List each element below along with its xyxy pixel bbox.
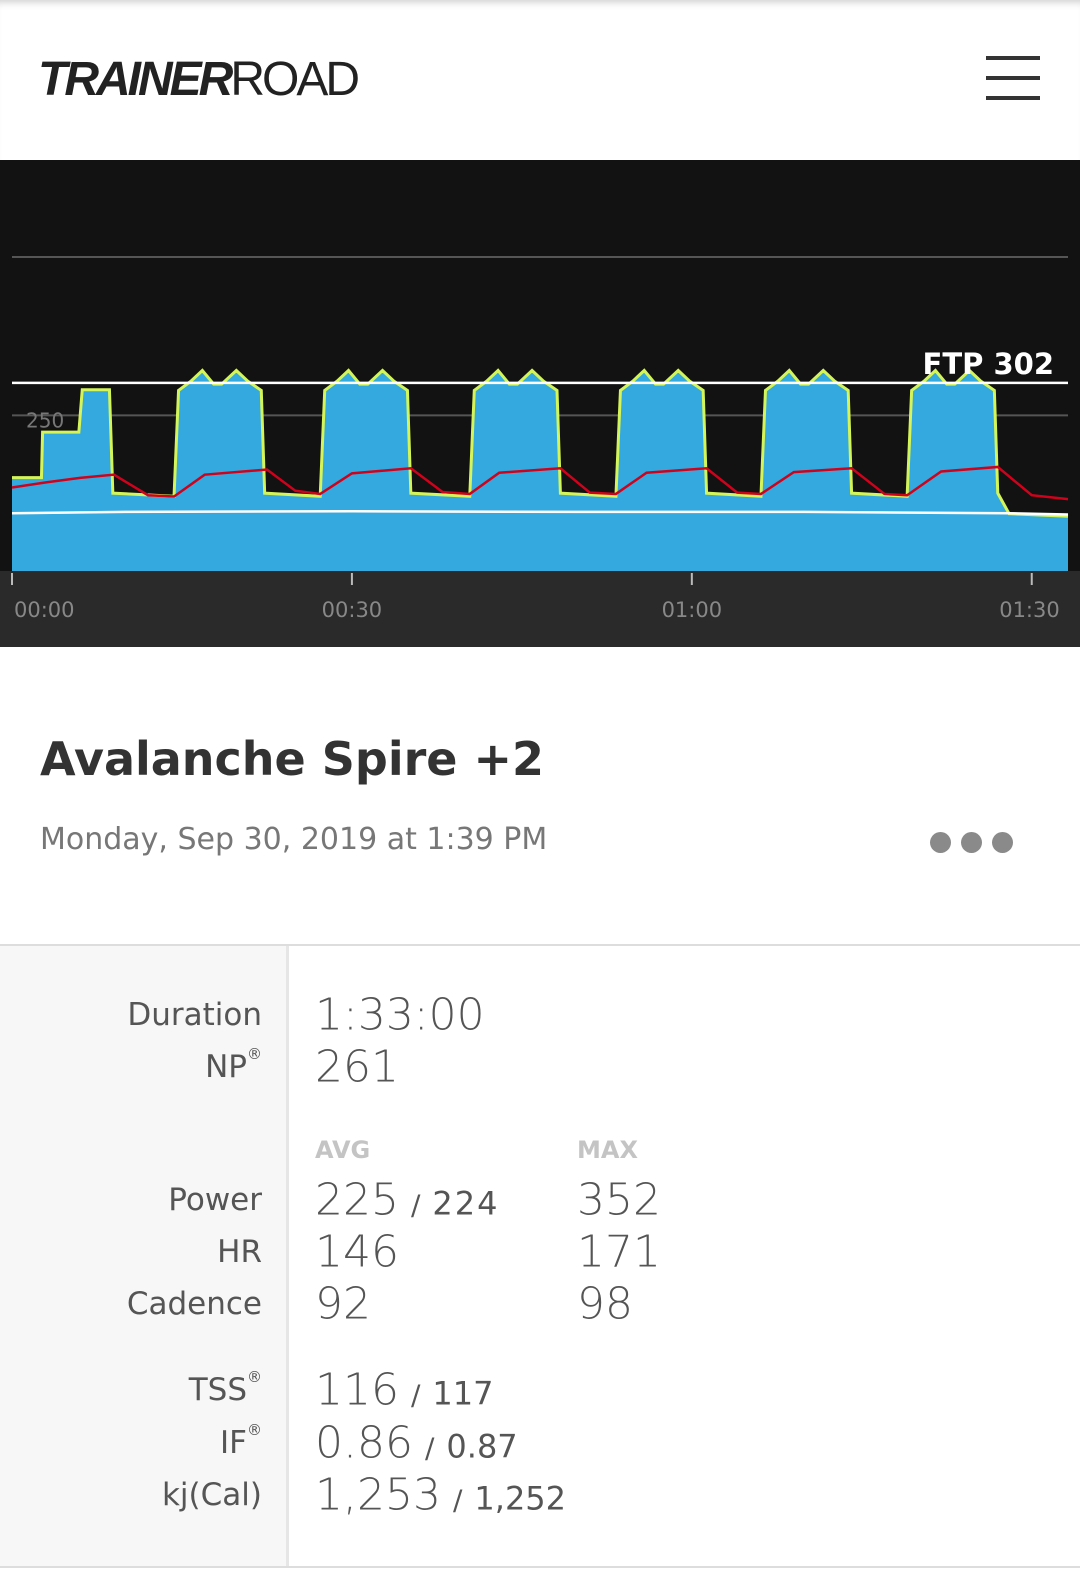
value: 1:33:00 (315, 989, 485, 1041)
label-text: Duration (127, 997, 262, 1033)
x-axis-band (0, 571, 1080, 647)
stat-value: 171 (577, 1227, 661, 1278)
max: 98 (577, 1278, 633, 1330)
stat-label: Duration (127, 997, 262, 1033)
planned: 224 (432, 1184, 500, 1223)
more-dot[interactable] (961, 832, 982, 853)
stat-label: TSS® (188, 1368, 262, 1408)
stat-label: IF® (220, 1421, 262, 1461)
max: 352 (577, 1174, 661, 1226)
value: 116 (315, 1364, 399, 1416)
chart: 250 FTP 302 00:00 00:30 01:00 01:30 (0, 160, 1080, 647)
x-tick-label: 00:30 (322, 598, 383, 622)
x-tick-label: 01:30 (999, 598, 1060, 622)
logo-light: ROAD (230, 53, 360, 106)
logo[interactable]: TRAINERROAD (38, 52, 360, 107)
planned: 117 (432, 1374, 494, 1413)
stat-value: 0.86 / 0.87 (315, 1417, 518, 1468)
y-tick-label: 250 (26, 408, 64, 432)
more-dot[interactable] (992, 832, 1013, 853)
ftp-label: FTP 302 (923, 347, 1054, 381)
value: 1,253 (315, 1469, 441, 1521)
stat-label: Power (168, 1182, 262, 1218)
label-text: NP (205, 1049, 247, 1085)
max: 171 (577, 1226, 661, 1278)
stat-label: Cadence (127, 1286, 262, 1322)
avg: 225 (315, 1174, 399, 1226)
x-tick-label: 01:00 (662, 598, 723, 622)
stat-value: 1:33:00 (315, 990, 485, 1041)
menu-button[interactable] (980, 50, 1046, 106)
stat-value: 261 (315, 1042, 399, 1093)
more-dot[interactable] (930, 832, 951, 853)
separator: / (410, 1378, 421, 1412)
planned: 0.87 (446, 1427, 518, 1465)
registered-mark: ® (247, 1420, 262, 1439)
separator: / (410, 1188, 421, 1222)
label-column (0, 946, 289, 1566)
header: TRAINERROAD (0, 0, 1080, 160)
avg: 92 (315, 1278, 371, 1330)
value: 0.86 (315, 1417, 413, 1468)
label-text: Power (168, 1182, 262, 1218)
label-text: Cadence (126, 1286, 262, 1322)
x-tick-label: 00:00 (14, 598, 75, 622)
planned: 1,252 (474, 1479, 567, 1518)
stat-value: 116 / 117 (315, 1365, 494, 1416)
stat-label: NP® (205, 1045, 262, 1085)
label-text: kj(Cal) (161, 1477, 262, 1513)
stat-value: 1,253 / 1,252 (315, 1470, 566, 1521)
label-text: IF (220, 1424, 247, 1461)
workout-title: Avalanche Spire +2 (40, 732, 545, 786)
value: 261 (315, 1041, 399, 1093)
stat-value: 352 (577, 1175, 661, 1226)
max-header: MAX (577, 1136, 638, 1164)
stat-value: 92 (315, 1279, 371, 1330)
label-text: TSS (188, 1372, 247, 1408)
logo-bold: TRAINER (38, 53, 233, 106)
registered-mark: ® (247, 1045, 262, 1063)
stat-value: 98 (577, 1279, 633, 1330)
stat-value: 225 / 224 (315, 1175, 500, 1226)
registered-mark: ® (247, 1368, 262, 1386)
stat-value: 146 (315, 1227, 399, 1278)
stats: Duration 1:33:00 NP® 261 AVG MAX Power 225/224 3… (0, 944, 1080, 1568)
stat-label: HR (217, 1234, 262, 1270)
stat-label: kj(Cal) (162, 1477, 262, 1513)
workout-date: Monday, Sep 30, 2019 at 1:39 PM (40, 822, 548, 857)
series-line (11, 510, 1069, 516)
avg-header: AVG (315, 1136, 371, 1164)
series-line (11, 465, 1069, 501)
separator: / (452, 1483, 463, 1517)
label-text: HR (217, 1234, 262, 1270)
separator: / (424, 1431, 435, 1464)
avg: 146 (315, 1226, 399, 1278)
